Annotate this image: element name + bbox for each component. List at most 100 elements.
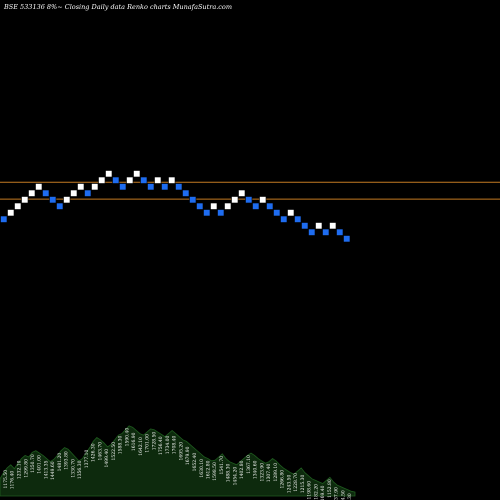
volume-area <box>0 425 356 497</box>
renko-brick-down <box>336 228 344 236</box>
renko-brick-up <box>7 209 15 217</box>
renko-brick-up <box>70 189 78 197</box>
renko-brick-up <box>35 183 43 191</box>
renko-brick-down <box>203 209 211 217</box>
volume-label: 1728.50 <box>152 432 158 451</box>
volume-label: 1330.70 <box>71 459 77 478</box>
renko-brick-down <box>140 176 148 184</box>
volume-label: 1449.60 <box>50 461 56 480</box>
volume-label: 1266.80 <box>280 470 286 489</box>
volume-label: 1679.90 <box>185 446 191 465</box>
volume-label: 1454.20 <box>233 467 239 486</box>
volume-label: 1243.50 <box>287 474 293 493</box>
renko-brick-down <box>161 183 169 191</box>
renko-brick-down <box>147 183 155 191</box>
renko-brick-down <box>301 222 309 230</box>
renko-brick-down <box>42 189 50 197</box>
renko-brick-up <box>63 196 71 204</box>
volume-label: 1701.00 <box>145 434 151 453</box>
volume-label: 1402.80 <box>239 460 245 479</box>
renko-brick-up <box>126 176 134 184</box>
renko-brick-up <box>77 183 85 191</box>
volume-label: 1630.10 <box>199 459 205 478</box>
volume-label: 1756.40 <box>158 436 164 455</box>
renko-brick-down <box>252 202 260 210</box>
volume-label: 1393.80 <box>64 451 70 470</box>
renko-brick-down <box>189 196 197 204</box>
renko-brick-up <box>329 222 337 230</box>
volume-label: 1299.80 <box>23 459 29 478</box>
renko-brick-down <box>0 215 8 223</box>
volume-label: 1616.90 <box>131 432 137 451</box>
renko-brick-up <box>259 196 267 204</box>
renko-brick-down <box>196 202 204 210</box>
volume-label: 1401.00 <box>37 455 43 474</box>
renko-brick-down <box>49 196 57 204</box>
volume-label: 1541.70 <box>219 456 225 475</box>
renko-brick-down <box>112 176 120 184</box>
volume-label: 1198.60 <box>307 481 313 500</box>
volume-label: 1228.70 <box>293 473 299 492</box>
volume-label: 1340.60 <box>253 460 259 479</box>
renko-brick-down <box>308 228 316 236</box>
renko-brick-down <box>294 215 302 223</box>
renko-brick-down <box>182 189 190 197</box>
volume-label: 1367.10 <box>246 455 252 474</box>
renko-brick-down <box>343 235 351 243</box>
volume-label: 1488.30 <box>226 464 232 483</box>
volume-label: 1137.90 <box>334 487 340 500</box>
renko-brick-up <box>238 189 246 197</box>
renko-brick-down <box>56 202 64 210</box>
renko-brick-up <box>224 202 232 210</box>
renko-brick-down <box>280 215 288 223</box>
volume-label: 1652.40 <box>192 453 198 472</box>
volume-label: 1642.10 <box>138 437 144 456</box>
volume-label: 1323.90 <box>260 463 266 482</box>
volume-label: 1426.30 <box>91 443 97 462</box>
volume-label: 1176.40 <box>10 471 16 490</box>
volume-label: 1124.50 <box>341 490 347 500</box>
volume-label: 1598.50 <box>212 462 218 481</box>
volume-label: 1377.10 <box>84 450 90 469</box>
volume-label: 1588.30 <box>118 435 124 454</box>
volume-area-path <box>0 425 356 497</box>
renko-brick-up <box>315 222 323 230</box>
renko-brick-up <box>287 209 295 217</box>
volume-label: 1499.40 <box>104 449 110 468</box>
volume-label: 1734.00 <box>165 435 171 454</box>
volume-label: 1708.40 <box>172 435 178 454</box>
volume-label: 1169.40 <box>320 485 326 500</box>
volume-label: 1175.50 <box>3 470 9 489</box>
renko-brick-down <box>175 183 183 191</box>
renko-brick-up <box>14 202 22 210</box>
renko-brick-up <box>28 189 36 197</box>
volume-label: 1481.20 <box>57 453 63 472</box>
renko-brick-up <box>91 183 99 191</box>
volume-label: 1182.20 <box>314 484 320 500</box>
renko-brick-up <box>231 196 239 204</box>
volume-label: 1463.70 <box>98 442 104 461</box>
volume-label: 1695.20 <box>179 442 185 461</box>
renko-brick-up <box>21 196 29 204</box>
chart-title: BSE 533136 8%~ Closing Daily data Renko … <box>3 3 232 11</box>
renko-brick-down <box>245 196 253 204</box>
volume-label: 1307.40 <box>266 464 272 483</box>
volume-label: 1612.80 <box>206 460 212 479</box>
renko-brick-down <box>217 209 225 217</box>
renko-brick-up <box>105 170 113 178</box>
renko-brick-down <box>84 189 92 197</box>
volume-label: 1350.70 <box>30 454 36 473</box>
renko-brick-up <box>210 202 218 210</box>
renko-brick-up <box>98 176 106 184</box>
renko-brick-up <box>133 170 141 178</box>
renko-bricks <box>0 170 351 243</box>
renko-brick-up <box>154 176 162 184</box>
renko-brick-down <box>322 228 330 236</box>
volume-label: 1522.50 <box>111 442 117 461</box>
volume-label: 1215.30 <box>300 474 306 493</box>
renko-brick-down <box>119 183 127 191</box>
renko-brick-down <box>266 202 274 210</box>
